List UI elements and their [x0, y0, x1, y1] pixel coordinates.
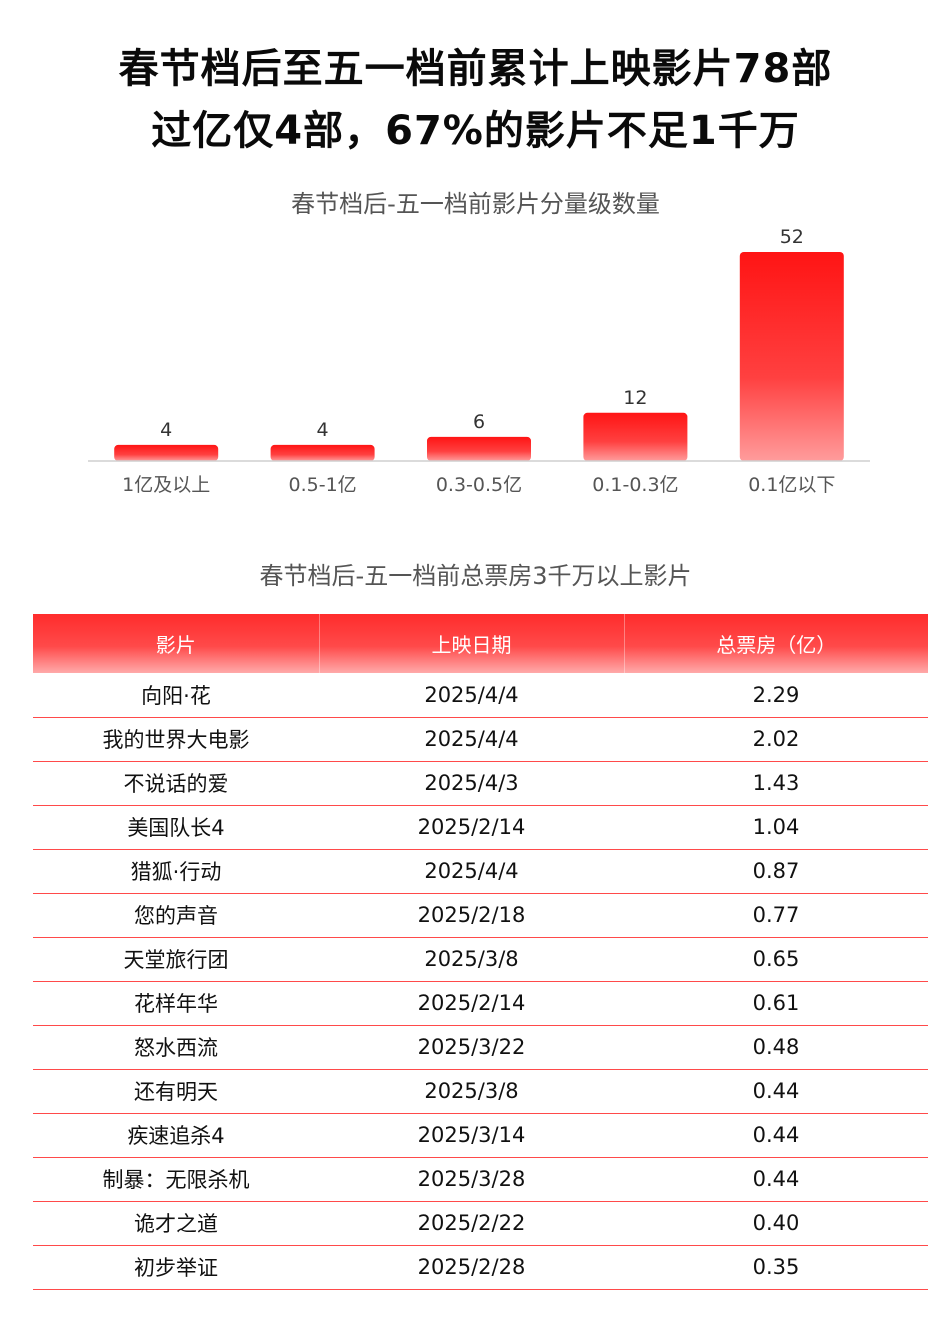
cell-release-date: 2025/4/4	[319, 673, 624, 718]
cell-release-date: 2025/3/14	[319, 1113, 624, 1158]
cell-box-office: 1.04	[624, 805, 928, 850]
bar-chart: 4 1亿及以上 4 0.5-1亿 6 0.3-0.5亿 12 0.1-0.3亿 52 0.1亿以下	[88, 226, 870, 496]
table-header-row: 影片 上映日期 总票房（亿）	[33, 614, 928, 673]
table-row: 初步举证 2025/2/28 0.35	[33, 1245, 928, 1290]
table-row: 怒水西流 2025/3/22 0.48	[33, 1025, 928, 1070]
cell-box-office: 0.77	[624, 893, 928, 938]
cell-film: 猎狐·行动	[33, 849, 319, 894]
data-label: 12	[623, 387, 647, 409]
cell-film: 向阳·花	[33, 673, 319, 718]
cell-film: 美国队长4	[33, 805, 319, 850]
cell-release-date: 2025/2/14	[319, 805, 624, 850]
cell-release-date: 2025/3/28	[319, 1157, 624, 1202]
cell-film: 制暴：无限杀机	[33, 1157, 319, 1202]
bar	[114, 444, 219, 461]
cell-box-office: 0.44	[624, 1069, 928, 1114]
category-tick-label: 0.3-0.5亿	[436, 474, 522, 496]
cell-film: 疾速追杀4	[33, 1113, 319, 1158]
header-film: 影片	[33, 614, 320, 673]
cell-box-office: 0.40	[624, 1201, 928, 1246]
table-row: 天堂旅行团 2025/3/8 0.65	[33, 937, 928, 982]
header-release-date: 上映日期	[319, 614, 625, 673]
cell-box-office: 2.02	[624, 717, 928, 762]
cell-film: 花样年华	[33, 981, 319, 1026]
cell-box-office: 0.87	[624, 849, 928, 894]
cell-box-office: 0.65	[624, 937, 928, 982]
cell-film: 我的世界大电影	[33, 717, 319, 762]
bar	[739, 252, 844, 461]
cell-release-date: 2025/4/4	[319, 717, 624, 762]
cell-release-date: 2025/3/8	[319, 1069, 624, 1114]
cell-film: 还有明天	[33, 1069, 319, 1114]
data-label: 4	[317, 419, 329, 441]
cell-release-date: 2025/2/22	[319, 1201, 624, 1246]
cell-box-office: 0.44	[624, 1157, 928, 1202]
cell-box-office: 2.29	[624, 673, 928, 718]
table-row: 不说话的爱 2025/4/3 1.43	[33, 761, 928, 806]
cell-release-date: 2025/2/18	[319, 893, 624, 938]
bar	[427, 436, 531, 461]
header-box-office: 总票房（亿）	[624, 614, 928, 673]
bar	[270, 444, 375, 461]
box-office-table: 影片 上映日期 总票房（亿） 向阳·花 2025/4/4 2.29 我的世界大电影 20…	[33, 614, 928, 1290]
cell-release-date: 2025/4/4	[319, 849, 624, 894]
cell-film: 天堂旅行团	[33, 937, 319, 982]
table-row: 我的世界大电影 2025/4/4 2.02	[33, 717, 928, 762]
table-row: 向阳·花 2025/4/4 2.29	[33, 673, 928, 718]
cell-film: 不说话的爱	[33, 761, 319, 806]
cell-release-date: 2025/2/28	[319, 1245, 624, 1290]
category-tick-label: 0.1亿以下	[748, 474, 835, 496]
cell-release-date: 2025/4/3	[319, 761, 624, 806]
cell-box-office: 1.43	[624, 761, 928, 806]
cell-film: 怒水西流	[33, 1025, 319, 1070]
cell-box-office: 0.35	[624, 1245, 928, 1290]
table-row: 还有明天 2025/3/8 0.44	[33, 1069, 928, 1114]
table-row: 诡才之道 2025/2/22 0.40	[33, 1201, 928, 1246]
cell-film: 初步举证	[33, 1245, 319, 1290]
table-row: 花样年华 2025/2/14 0.61	[33, 981, 928, 1026]
data-label: 6	[473, 411, 485, 433]
chart-title: 春节档后-五一档前影片分量级数量	[291, 190, 660, 218]
cell-release-date: 2025/3/22	[319, 1025, 624, 1070]
cell-film: 诡才之道	[33, 1201, 319, 1246]
table-row: 猎狐·行动 2025/4/4 0.87	[33, 849, 928, 894]
table-row: 疾速追杀4 2025/3/14 0.44	[33, 1113, 928, 1158]
cell-box-office: 0.48	[624, 1025, 928, 1070]
cell-box-office: 0.61	[624, 981, 928, 1026]
headline-line-1: 春节档后至五一档前累计上映影片78部	[118, 46, 833, 92]
cell-release-date: 2025/3/8	[319, 937, 624, 982]
cell-film: 您的声音	[33, 893, 319, 938]
table-title: 春节档后-五一档前总票房3千万以上影片	[259, 562, 692, 590]
headline-line-2: 过亿仅4部，67%的影片不足1千万	[151, 108, 800, 154]
cell-box-office: 0.44	[624, 1113, 928, 1158]
table-row: 您的声音 2025/2/18 0.77	[33, 893, 928, 938]
bar	[583, 412, 688, 461]
table-row: 制暴：无限杀机 2025/3/28 0.44	[33, 1157, 928, 1202]
data-label: 52	[780, 226, 804, 248]
category-tick-label: 0.1-0.3亿	[592, 474, 678, 496]
category-tick-label: 0.5-1亿	[289, 474, 357, 496]
table-row: 美国队长4 2025/2/14 1.04	[33, 805, 928, 850]
cell-release-date: 2025/2/14	[319, 981, 624, 1026]
category-tick-label: 1亿及以上	[122, 474, 210, 496]
data-label: 4	[160, 419, 172, 441]
